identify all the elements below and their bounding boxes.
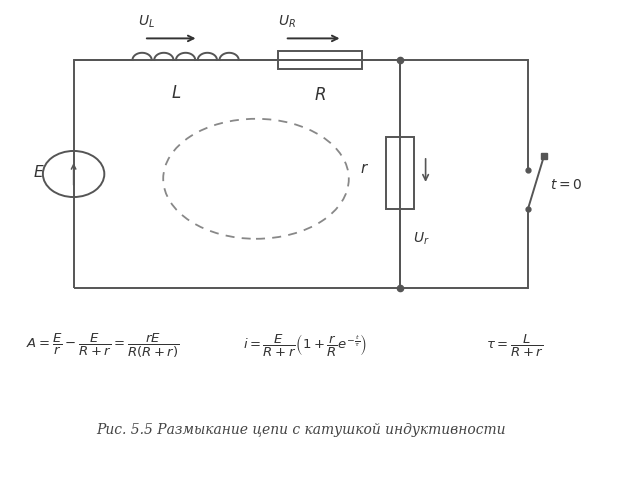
Text: Рис. 5.5 Размыкание цепи с катушкой индуктивности: Рис. 5.5 Размыкание цепи с катушкой инду… (96, 423, 506, 437)
Text: $U_R$: $U_R$ (278, 13, 296, 30)
Text: $A = \dfrac{E}{r} - \dfrac{E}{R+r} = \dfrac{rE}{R(R+r)}$: $A = \dfrac{E}{r} - \dfrac{E}{R+r} = \df… (26, 332, 179, 360)
Text: $E$: $E$ (33, 164, 44, 180)
Text: $r$: $r$ (360, 160, 369, 176)
Text: $U_r$: $U_r$ (413, 230, 429, 247)
Text: $\tau = \dfrac{L}{R+r}$: $\tau = \dfrac{L}{R+r}$ (486, 333, 544, 359)
Text: $i = \dfrac{E}{R+r}\left(1 + \dfrac{r}{R}e^{-\frac{t}{\tau}}\right)$: $i = \dfrac{E}{R+r}\left(1 + \dfrac{r}{R… (243, 333, 367, 359)
Text: $U_L$: $U_L$ (138, 13, 155, 30)
Text: $t=0$: $t=0$ (550, 178, 582, 192)
Text: $L$: $L$ (171, 84, 181, 102)
Text: $R$: $R$ (314, 86, 326, 105)
